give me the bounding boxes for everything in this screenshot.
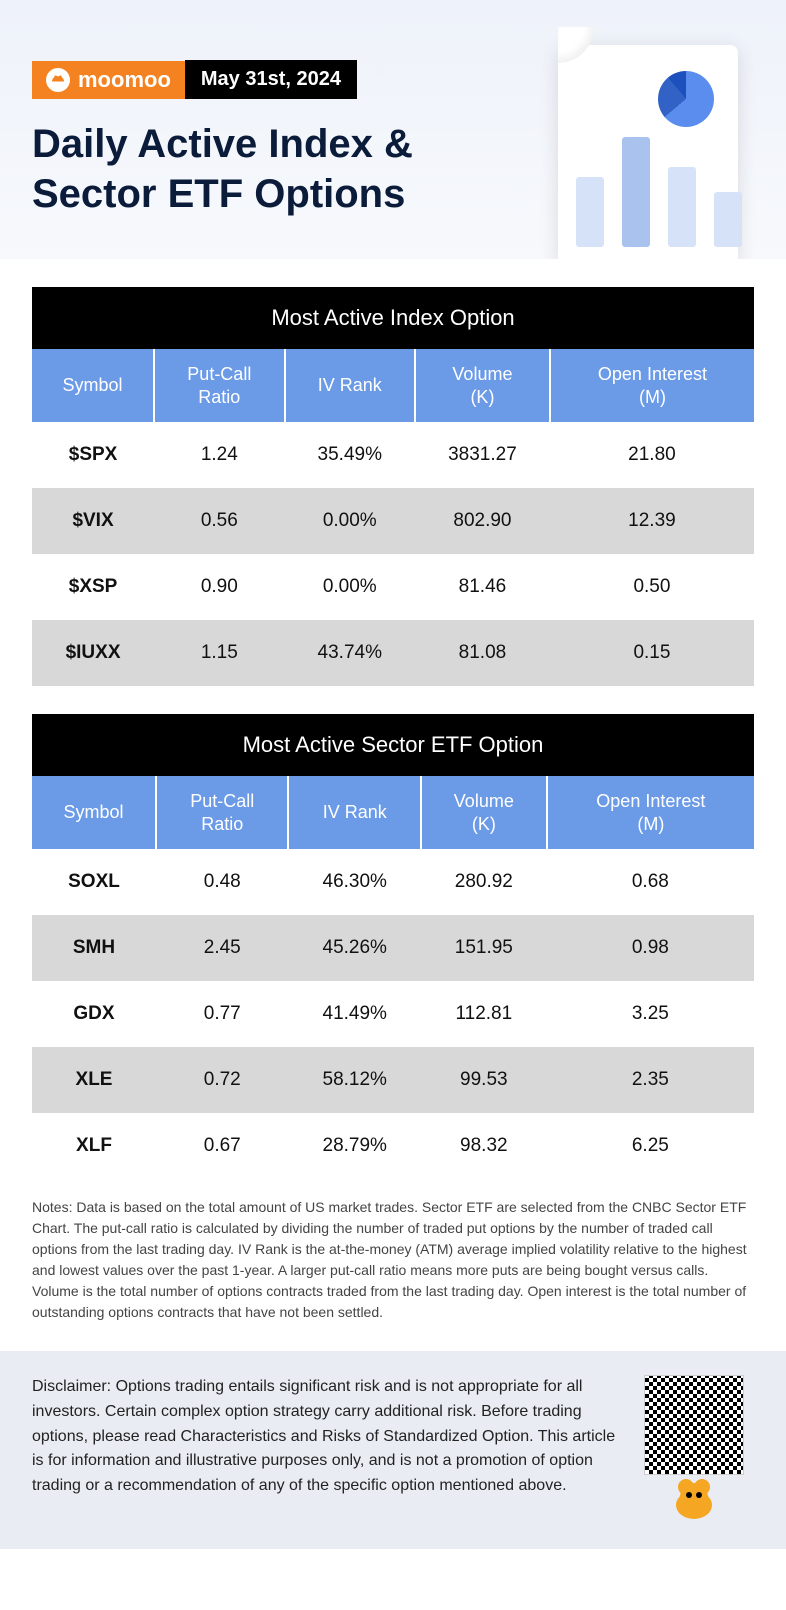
symbol-cell: XLF <box>32 1113 156 1179</box>
column-header: Volume(K) <box>421 776 547 849</box>
value-cell: 12.39 <box>550 488 754 554</box>
disclaimer-bar: Disclaimer: Options trading entails sign… <box>0 1351 786 1549</box>
column-header: IV Rank <box>288 776 420 849</box>
symbol-cell: GDX <box>32 981 156 1047</box>
column-header: Symbol <box>32 776 156 849</box>
disclaimer-text: Disclaimer: Options trading entails sign… <box>32 1375 616 1499</box>
value-cell: 98.32 <box>421 1113 547 1179</box>
table-block: Most Active Index OptionSymbolPut-CallRa… <box>32 287 754 686</box>
table-title: Most Active Index Option <box>32 287 754 349</box>
value-cell: 0.15 <box>550 620 754 686</box>
value-cell: 3.25 <box>547 981 754 1047</box>
value-cell: 112.81 <box>421 981 547 1047</box>
value-cell: 45.26% <box>288 915 420 981</box>
table-row: XLE0.7258.12%99.532.35 <box>32 1047 754 1113</box>
value-cell: 35.49% <box>285 422 415 488</box>
value-cell: 802.90 <box>415 488 550 554</box>
qr-block <box>634 1375 754 1525</box>
value-cell: 2.45 <box>156 915 288 981</box>
value-cell: 41.49% <box>288 981 420 1047</box>
value-cell: 0.98 <box>547 915 754 981</box>
value-cell: 0.90 <box>154 554 284 620</box>
column-header: IV Rank <box>285 349 415 422</box>
value-cell: 0.68 <box>547 849 754 915</box>
data-table: SymbolPut-CallRatioIV RankVolume(K)Open … <box>32 776 754 1179</box>
value-cell: 151.95 <box>421 915 547 981</box>
value-cell: 1.15 <box>154 620 284 686</box>
qr-code-icon <box>644 1375 744 1475</box>
value-cell: 0.00% <box>285 488 415 554</box>
table-title: Most Active Sector ETF Option <box>32 714 754 776</box>
value-cell: 46.30% <box>288 849 420 915</box>
value-cell: 21.80 <box>550 422 754 488</box>
notes-text: Notes: Data is based on the total amount… <box>0 1179 786 1351</box>
column-header: Symbol <box>32 349 154 422</box>
value-cell: 43.74% <box>285 620 415 686</box>
symbol-cell: XLE <box>32 1047 156 1113</box>
value-cell: 0.77 <box>156 981 288 1047</box>
column-header: Open Interest(M) <box>547 776 754 849</box>
value-cell: 99.53 <box>421 1047 547 1113</box>
symbol-cell: SOXL <box>32 849 156 915</box>
value-cell: 1.24 <box>154 422 284 488</box>
table-row: $VIX0.560.00%802.9012.39 <box>32 488 754 554</box>
value-cell: 0.50 <box>550 554 754 620</box>
table-row: SMH2.4545.26%151.950.98 <box>32 915 754 981</box>
table-row: SOXL0.4846.30%280.920.68 <box>32 849 754 915</box>
table-row: XLF0.6728.79%98.326.25 <box>32 1113 754 1179</box>
header-banner: moomoo May 31st, 2024 Daily Active Index… <box>0 0 786 259</box>
data-table: SymbolPut-CallRatioIV RankVolume(K)Open … <box>32 349 754 686</box>
value-cell: 0.48 <box>156 849 288 915</box>
symbol-cell: $SPX <box>32 422 154 488</box>
value-cell: 280.92 <box>421 849 547 915</box>
symbol-cell: $VIX <box>32 488 154 554</box>
value-cell: 0.67 <box>156 1113 288 1179</box>
value-cell: 6.25 <box>547 1113 754 1179</box>
value-cell: 81.46 <box>415 554 550 620</box>
brand-badge: moomoo <box>32 61 185 99</box>
value-cell: 28.79% <box>288 1113 420 1179</box>
table-row: $SPX1.2435.49%3831.2721.80 <box>32 422 754 488</box>
table-row: $XSP0.900.00%81.460.50 <box>32 554 754 620</box>
table-row: $IUXX1.1543.74%81.080.15 <box>32 620 754 686</box>
value-cell: 81.08 <box>415 620 550 686</box>
page-title: Daily Active Index & Sector ETF Options <box>32 119 532 219</box>
value-cell: 0.00% <box>285 554 415 620</box>
date-badge: May 31st, 2024 <box>185 60 357 99</box>
symbol-cell: $XSP <box>32 554 154 620</box>
value-cell: 2.35 <box>547 1047 754 1113</box>
value-cell: 0.72 <box>156 1047 288 1113</box>
column-header: Open Interest(M) <box>550 349 754 422</box>
tables-section: Most Active Index OptionSymbolPut-CallRa… <box>0 287 786 1179</box>
table-row: GDX0.7741.49%112.813.25 <box>32 981 754 1047</box>
column-header: Volume(K) <box>415 349 550 422</box>
value-cell: 0.56 <box>154 488 284 554</box>
symbol-cell: $IUXX <box>32 620 154 686</box>
brand-name: moomoo <box>78 67 171 93</box>
column-header: Put-CallRatio <box>154 349 284 422</box>
table-block: Most Active Sector ETF OptionSymbolPut-C… <box>32 714 754 1179</box>
mascot-icon <box>664 1465 724 1525</box>
report-illustration-icon <box>558 45 758 259</box>
value-cell: 58.12% <box>288 1047 420 1113</box>
value-cell: 3831.27 <box>415 422 550 488</box>
moomoo-logo-icon <box>46 68 70 92</box>
column-header: Put-CallRatio <box>156 776 288 849</box>
symbol-cell: SMH <box>32 915 156 981</box>
